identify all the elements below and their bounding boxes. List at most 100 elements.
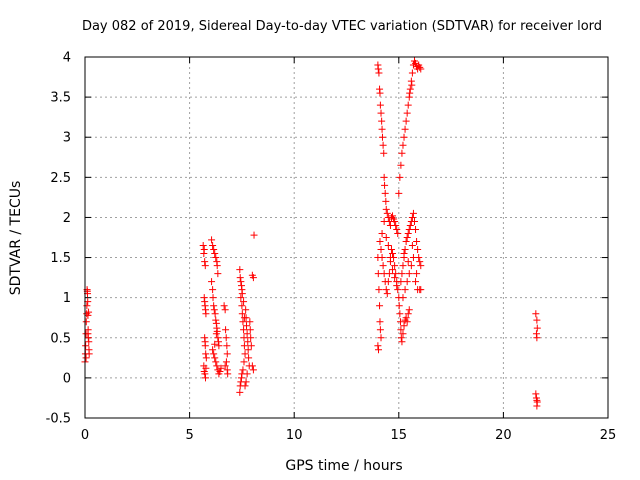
- data-point: [240, 326, 248, 334]
- data-point: [412, 278, 420, 286]
- data-point: [236, 266, 244, 274]
- data-point: [382, 197, 390, 205]
- data-point: [202, 364, 210, 372]
- data-point: [390, 254, 398, 262]
- data-point: [393, 282, 401, 290]
- data-point: [403, 234, 411, 241]
- data-point: [222, 326, 230, 334]
- data-point: [85, 308, 93, 316]
- data-point: [397, 161, 405, 169]
- data-point: [201, 342, 209, 350]
- data-point: [399, 262, 407, 270]
- data-point: [405, 270, 413, 278]
- data-point: [211, 354, 219, 362]
- data-point: [384, 278, 392, 286]
- data-point: [381, 181, 389, 189]
- data-point: [400, 133, 408, 141]
- data-point: [405, 225, 413, 233]
- data-point: [403, 278, 411, 286]
- data-point: [376, 89, 384, 97]
- data-point: [202, 354, 210, 362]
- data-point: [399, 294, 407, 302]
- data-point: [223, 350, 231, 358]
- data-point: [237, 294, 245, 302]
- data-point: [380, 173, 388, 181]
- data-point: [82, 354, 90, 362]
- data-point: [242, 378, 250, 386]
- data-point: [208, 278, 216, 286]
- data-point: [200, 246, 208, 254]
- data-point: [532, 390, 540, 398]
- data-point: [215, 342, 223, 350]
- data-point: [396, 173, 404, 181]
- data-point: [82, 342, 90, 350]
- data-point: [379, 262, 387, 270]
- data-point: [211, 340, 219, 348]
- data-point: [247, 334, 255, 342]
- data-point: [414, 246, 422, 254]
- data-point: [403, 318, 411, 326]
- data-point: [382, 205, 390, 213]
- data-point: [244, 338, 252, 346]
- y-tick-label: 4: [63, 51, 71, 66]
- data-point: [211, 310, 219, 318]
- data-point: [237, 374, 245, 382]
- data-point: [408, 69, 416, 77]
- y-tick-label: 0.5: [50, 331, 71, 346]
- data-point: [375, 69, 383, 77]
- data-point: [374, 65, 382, 73]
- x-tick-label: 10: [286, 428, 303, 443]
- data-point: [409, 209, 417, 217]
- data-point: [389, 266, 397, 274]
- data-point: [199, 242, 207, 250]
- data-point: [384, 242, 392, 250]
- data-point: [398, 149, 406, 157]
- data-point: [410, 217, 418, 225]
- data-point: [380, 149, 388, 157]
- data-point: [413, 270, 421, 278]
- data-point: [85, 350, 93, 358]
- data-point: [210, 350, 218, 358]
- data-point: [380, 217, 388, 225]
- data-point: [401, 125, 409, 133]
- data-point: [240, 334, 248, 342]
- data-point: [417, 262, 425, 270]
- data-point: [397, 278, 405, 286]
- data-point: [376, 238, 384, 246]
- data-point: [391, 262, 399, 270]
- data-point: [404, 310, 412, 318]
- data-point: [395, 189, 403, 197]
- x-tick-label: 5: [185, 428, 193, 443]
- data-point: [212, 358, 220, 366]
- data-point: [378, 133, 386, 141]
- data-point: [402, 314, 410, 322]
- data-point: [382, 234, 390, 241]
- data-point: [209, 242, 217, 250]
- data-point: [241, 382, 249, 390]
- y-tick-label: 3: [63, 131, 71, 146]
- data-point: [385, 270, 393, 278]
- data-point: [377, 109, 385, 117]
- y-tick-label: 1: [63, 291, 71, 306]
- data-point: [533, 334, 541, 342]
- data-point: [240, 314, 248, 322]
- data-point: [84, 330, 92, 338]
- data-point: [236, 388, 244, 396]
- data-point: [212, 254, 220, 262]
- data-point: [389, 250, 397, 258]
- data-point: [220, 302, 228, 310]
- data-point: [379, 141, 387, 149]
- data-point: [221, 362, 229, 370]
- data-point: [403, 109, 411, 117]
- data-point: [378, 125, 386, 133]
- data-point: [247, 342, 255, 350]
- data-point: [210, 306, 218, 314]
- data-point: [375, 346, 383, 354]
- data-point: [381, 189, 389, 197]
- data-point: [213, 362, 221, 370]
- y-tick-label: 0: [63, 371, 71, 386]
- x-tick-label: 0: [81, 428, 89, 443]
- x-tick-label: 20: [495, 428, 512, 443]
- data-point: [377, 334, 385, 342]
- data-point: [392, 221, 400, 229]
